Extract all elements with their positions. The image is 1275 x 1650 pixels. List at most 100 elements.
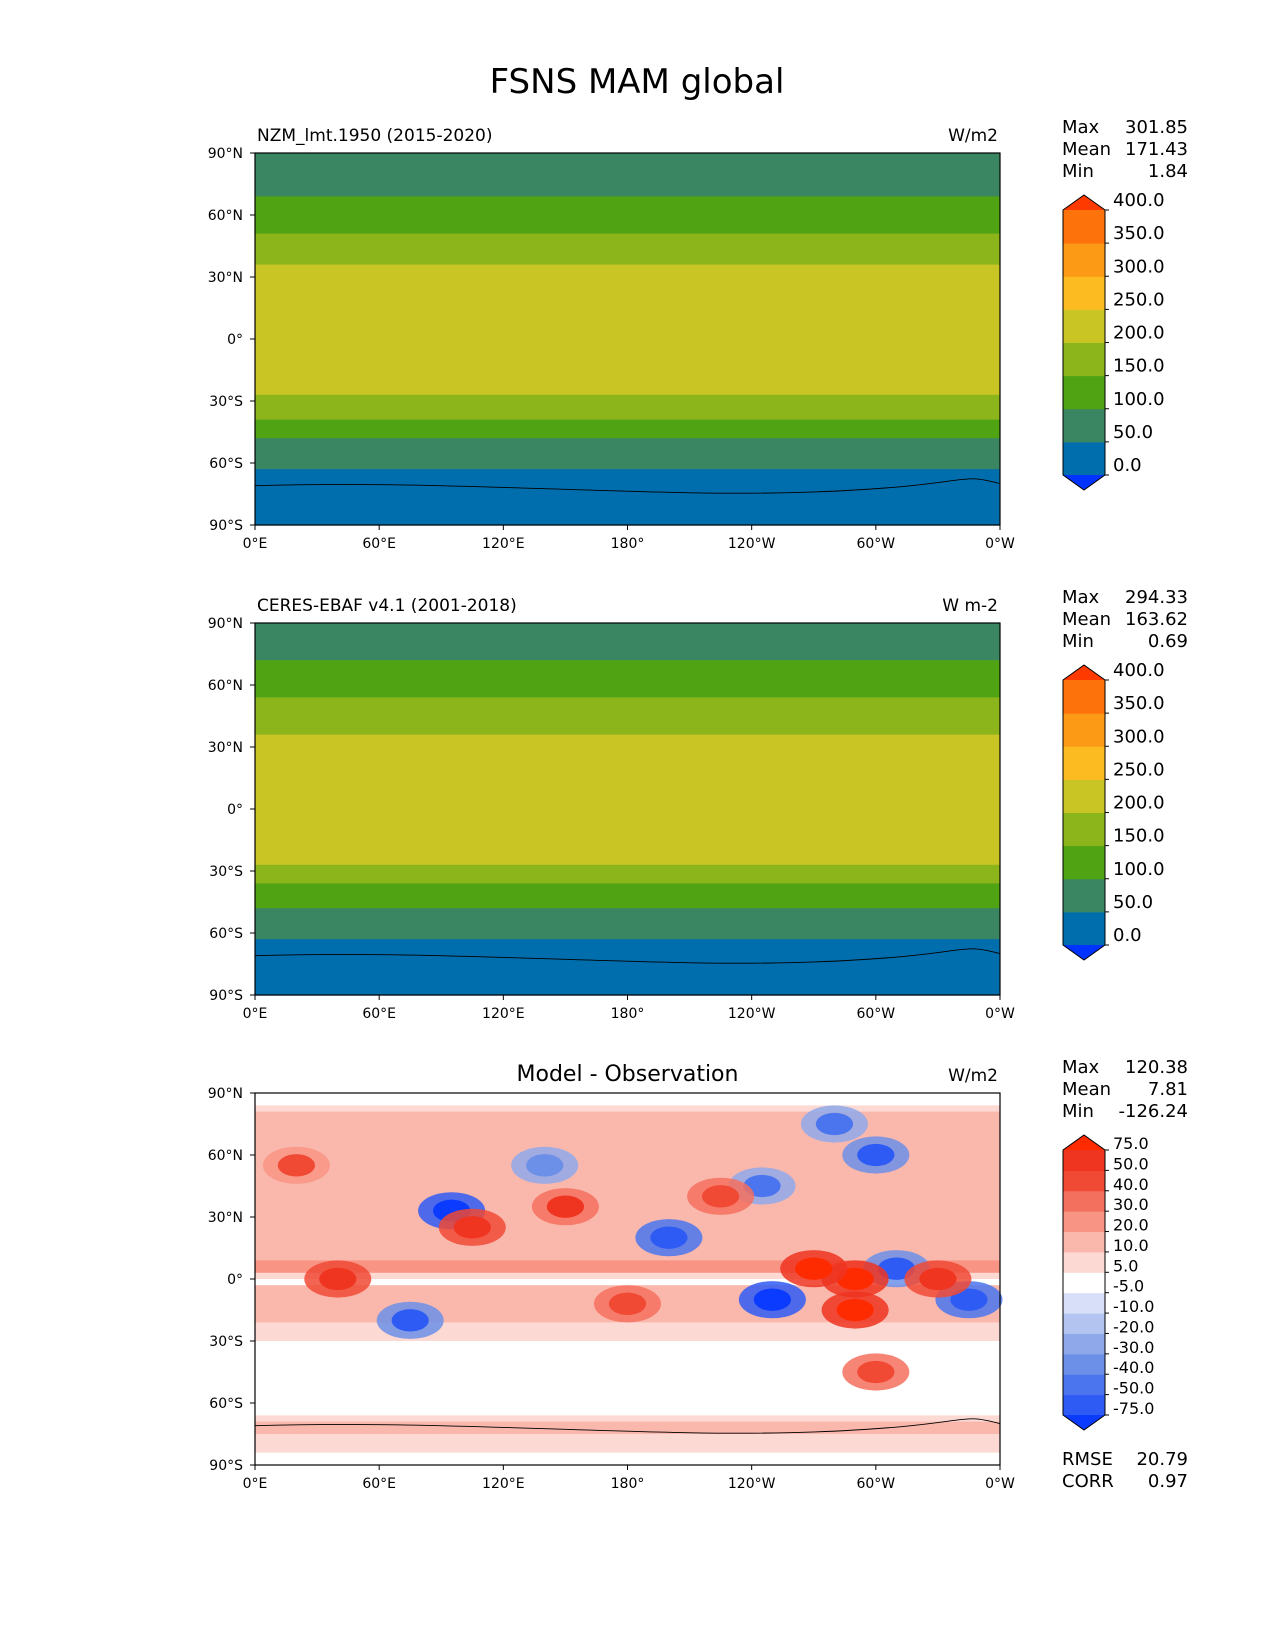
- panel-title: CERES-EBAF v4.1 (2001-2018): [257, 596, 517, 616]
- colorbar-tick-label: 400.0: [1113, 190, 1165, 211]
- lon-tick-label: 60°W: [856, 536, 895, 552]
- stat-max-value: 301.85: [1125, 117, 1188, 138]
- colorbar-extend-min: [1063, 475, 1105, 490]
- field-band: [255, 339, 1000, 346]
- field-band: [255, 413, 1000, 421]
- colorbar-tick-label: 50.0: [1113, 1154, 1149, 1173]
- colorbar: 0.0 50.0 100.0 150.0 200.0 250.0 300.0 350.0 400…: [1062, 190, 1165, 491]
- stat-min-label: Min: [1062, 161, 1094, 182]
- field-band: [255, 388, 1000, 396]
- field-band: [255, 1266, 1000, 1274]
- lon-tick-label: 180°: [611, 1006, 645, 1022]
- lon-tick-label: 120°E: [482, 1006, 525, 1022]
- lat-tick-label: 30°S: [209, 864, 243, 880]
- colorbar-segment: [1063, 1394, 1105, 1416]
- colorbar-tick-label: 350.0: [1113, 693, 1165, 714]
- field-band: [255, 438, 1000, 445]
- field-band: [255, 202, 1000, 210]
- field-band: [255, 1241, 1000, 1249]
- field-band: [255, 740, 1000, 748]
- anomaly-core: [702, 1185, 740, 1208]
- colorbar-segment: [1063, 1190, 1105, 1212]
- colorbar-tick-label: 300.0: [1113, 256, 1165, 277]
- lon-tick-label: 180°: [611, 536, 645, 552]
- colorbar-tick-label: -5.0: [1113, 1277, 1144, 1296]
- field-band: [255, 425, 1000, 433]
- lon-tick-label: 0°W: [985, 536, 1015, 552]
- lon-tick-label: 120°W: [728, 536, 776, 552]
- field-band: [255, 1440, 1000, 1447]
- field-band: [255, 970, 1000, 977]
- stat-mean-value: 163.62: [1125, 609, 1188, 630]
- stat-max-label: Max: [1062, 117, 1100, 138]
- field-band: [255, 270, 1000, 278]
- field-band: [255, 394, 1000, 402]
- lon-tick-label: 180°: [611, 1476, 645, 1492]
- colorbar: 0.0 50.0 100.0 150.0 200.0 250.0 300.0 350.0 400…: [1062, 660, 1165, 961]
- field-band: [255, 1365, 1000, 1373]
- stat-mean-label: Mean: [1062, 1079, 1111, 1100]
- field-band: [255, 376, 1000, 383]
- lat-tick-label: 90°N: [208, 616, 243, 632]
- anomaly-core: [391, 1309, 429, 1332]
- field-band: [255, 1341, 1000, 1348]
- field-band: [255, 1130, 1000, 1137]
- stat-max-label: Max: [1062, 587, 1100, 608]
- field-band: [255, 351, 1000, 359]
- field-band: [255, 165, 1000, 173]
- lat-tick-label: 60°S: [209, 926, 243, 942]
- field-band: [255, 728, 1000, 736]
- colorbar-segment: [1063, 210, 1105, 244]
- anomaly-core: [546, 1195, 585, 1218]
- lat-tick-label: 0°: [227, 802, 243, 818]
- field-band: [255, 1328, 1000, 1336]
- units-label: W/m2: [948, 126, 998, 146]
- field-band: [255, 456, 1000, 464]
- stat-mean-value: 7.81: [1148, 1079, 1188, 1100]
- field-band: [255, 252, 1000, 259]
- field-band: [255, 301, 1000, 309]
- field-band: [255, 1359, 1000, 1367]
- lat-tick-label: 90°S: [209, 988, 243, 1004]
- colorbar-tick-label: 100.0: [1113, 859, 1165, 880]
- colorbar-extend-min: [1063, 945, 1105, 960]
- antarctic-coastline: [254, 948, 1001, 964]
- corr-value: 0.97: [1148, 1471, 1188, 1492]
- lat-tick-label: 30°N: [208, 270, 243, 286]
- field-band: [255, 1117, 1000, 1125]
- panel-title: Model - Observation: [517, 1062, 739, 1087]
- colorbar-tick-label: -10.0: [1113, 1297, 1154, 1316]
- field-band: [255, 926, 1000, 934]
- field-band: [255, 852, 1000, 860]
- field-band: [255, 1409, 1000, 1416]
- lon-tick-label: 120°W: [728, 1476, 776, 1492]
- field-band: [255, 512, 1000, 520]
- lon-tick-label: 0°W: [985, 1476, 1015, 1492]
- field-band: [255, 641, 1000, 649]
- colorbar-segment: [1063, 746, 1105, 780]
- colorbar-tick-label: 50.0: [1113, 422, 1153, 443]
- field-band: [255, 295, 1000, 303]
- colorbar-segment: [1063, 1150, 1105, 1171]
- field-band: [255, 889, 1000, 897]
- panel-title: NZM_lmt.1950 (2015-2020): [257, 126, 492, 146]
- colorbar-segment: [1063, 441, 1105, 476]
- colorbar-tick-label: 400.0: [1113, 660, 1165, 681]
- field-band: [255, 1142, 1000, 1150]
- field-band: [255, 153, 1000, 160]
- anomaly-core: [277, 1154, 316, 1177]
- anomaly-core: [453, 1216, 491, 1239]
- lon-tick-label: 120°E: [482, 1476, 525, 1492]
- colorbar-tick-label: 10.0: [1113, 1236, 1149, 1255]
- field-band: [255, 1204, 1000, 1212]
- field-band: [255, 283, 1000, 290]
- colorbar-segment: [1063, 878, 1105, 913]
- colorbar-tick-label: 0.0: [1113, 925, 1142, 946]
- colorbar-segment: [1063, 309, 1105, 343]
- field-band: [255, 444, 1000, 452]
- field-band: [255, 1421, 1000, 1429]
- field-band: [255, 233, 1000, 241]
- field-band: [255, 506, 1000, 514]
- lat-tick-label: 60°N: [208, 1148, 243, 1164]
